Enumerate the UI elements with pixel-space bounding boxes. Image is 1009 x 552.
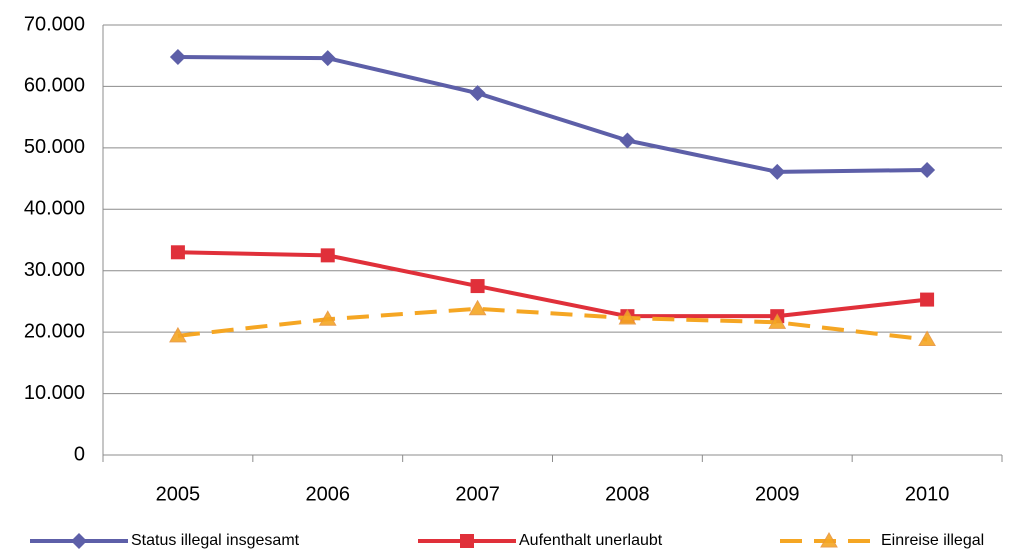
legend-label: Einreise illegal <box>881 532 984 549</box>
x-tick-label: 2008 <box>605 483 650 505</box>
data-point <box>470 279 485 294</box>
y-tick-label: 40.000 <box>24 198 85 220</box>
y-tick-label: 10.000 <box>24 382 85 404</box>
data-point <box>469 85 486 102</box>
x-tick-label: 2006 <box>306 483 351 505</box>
y-tick-label: 20.000 <box>24 320 85 342</box>
data-point <box>170 245 185 260</box>
data-point <box>920 292 935 307</box>
y-tick-label: 30.000 <box>24 259 85 281</box>
data-point <box>169 326 187 343</box>
series-line <box>177 250 928 319</box>
y-tick-label: 70.000 <box>24 13 85 35</box>
data-point <box>169 48 186 65</box>
legend-label: Aufenthalt unerlaubt <box>519 532 663 549</box>
legend-marker <box>820 531 838 548</box>
data-point <box>318 310 337 326</box>
x-tick-label: 2005 <box>156 483 201 505</box>
data-point <box>619 132 636 149</box>
data-point <box>319 50 336 67</box>
data-point <box>468 299 487 316</box>
x-tick-label: 2009 <box>755 483 800 505</box>
data-point <box>919 161 936 178</box>
data-point <box>768 313 787 329</box>
x-tick-label: 2007 <box>455 483 500 505</box>
legend-marker <box>71 533 87 549</box>
data-point <box>769 163 786 180</box>
series-line <box>177 306 928 342</box>
data-point <box>618 309 637 325</box>
data-point <box>320 248 335 263</box>
data-point <box>918 330 936 347</box>
y-tick-label: 0 <box>74 443 85 465</box>
x-tick-label: 2010 <box>905 483 950 505</box>
series-line <box>177 54 928 174</box>
legend-marker <box>460 534 474 548</box>
y-tick-label: 60.000 <box>24 75 85 97</box>
legend-label: Status illegal insgesamt <box>131 532 300 549</box>
y-tick-label: 50.000 <box>24 136 85 158</box>
